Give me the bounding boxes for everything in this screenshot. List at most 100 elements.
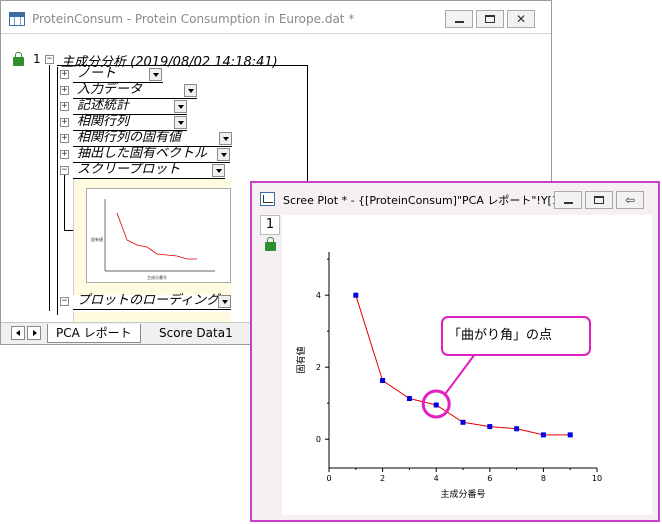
tab-scroll-right[interactable]	[27, 326, 41, 340]
expand-toggle[interactable]: +	[60, 117, 69, 127]
node-underline	[73, 178, 225, 179]
workbook-window-buttons: ✕	[445, 10, 535, 28]
collapse-toggle[interactable]: −	[45, 54, 54, 64]
node-dropdown[interactable]	[184, 84, 197, 97]
row-number: 1	[33, 52, 41, 66]
scree-plot-thumbnail[interactable]: 固有値 主成分番号	[86, 188, 231, 283]
y-tick-label: 0	[316, 435, 321, 444]
data-point	[433, 402, 439, 408]
tree-node-loading-plot[interactable]: プロットのローディング	[77, 293, 220, 308]
plot-maximize-button[interactable]	[585, 191, 613, 209]
node-dropdown[interactable]	[219, 132, 232, 145]
tree-root-label: 主成分分析 (2019/08/02 14:18:41)	[61, 55, 278, 70]
plot-titlebar[interactable]: Scree Plot * - {[ProteinConsum]"PCA レポート…	[252, 183, 658, 213]
x-tick-label: 8	[541, 474, 546, 483]
plot-restore-button[interactable]: ⇦	[616, 191, 644, 209]
node-underline	[73, 114, 187, 115]
expand-toggle[interactable]: −	[60, 296, 69, 306]
plot-window-title: Scree Plot * - {[ProteinConsum]"PCA レポート…	[283, 194, 574, 207]
data-point	[380, 378, 386, 384]
tree-node-input-data[interactable]: 入力データ	[77, 82, 143, 97]
elbow-highlight-circle	[421, 389, 451, 419]
svg-text:固有値: 固有値	[91, 236, 103, 242]
tree-connector	[307, 65, 308, 295]
y-axis-label: 固有値	[295, 346, 307, 373]
layer-1-tab[interactable]: 1	[260, 215, 280, 235]
expand-toggle[interactable]: +	[60, 69, 69, 79]
node-dropdown[interactable]	[217, 148, 230, 161]
close-icon: ✕	[515, 12, 527, 26]
tree-node-eigenvalues[interactable]: 相関行列の固有値	[77, 130, 182, 145]
tree-connector	[57, 67, 58, 315]
node-underline	[73, 130, 187, 131]
restore-icon: ⇦	[624, 193, 636, 207]
x-tick-label: 6	[487, 474, 492, 483]
node-dropdown[interactable]	[174, 100, 187, 113]
x-tick-label: 0	[326, 474, 331, 483]
node-dropdown[interactable]	[212, 164, 225, 177]
plot-window-buttons: ⇦	[554, 191, 644, 209]
tab-pca-report[interactable]: PCA レポート	[47, 324, 141, 343]
minimize-icon	[563, 201, 573, 204]
tree-node-correlation-matrix[interactable]: 相関行列	[77, 114, 130, 129]
minimize-icon	[454, 20, 464, 23]
workbook-window: ProteinConsum - Protein Consumption in E…	[0, 0, 552, 345]
minimize-button[interactable]	[445, 10, 473, 28]
expand-toggle[interactable]: +	[60, 85, 69, 95]
lock-icon	[13, 52, 24, 66]
report-tree: 1 − 主成分分析 (2019/08/02 14:18:41) + ノート + …	[1, 35, 551, 324]
maximize-button[interactable]	[476, 10, 504, 28]
node-underline	[73, 162, 230, 163]
expand-toggle[interactable]: +	[60, 101, 69, 111]
scree-plot-window: Scree Plot * - {[ProteinConsum]"PCA レポート…	[250, 181, 660, 522]
data-point	[567, 432, 573, 438]
collapse-toggle[interactable]: −	[60, 165, 69, 175]
tab-score-data1[interactable]: Score Data1	[159, 326, 233, 340]
tree-connector	[49, 65, 50, 311]
y-tick-label: 4	[316, 291, 321, 300]
x-axis-label: 主成分番号	[440, 488, 485, 500]
node-underline	[73, 98, 197, 99]
svg-text:主成分番号: 主成分番号	[147, 274, 167, 280]
thumbnail-chart: 固有値 主成分番号	[91, 199, 215, 280]
data-point	[460, 419, 466, 425]
x-tick-label: 4	[434, 474, 439, 483]
expand-toggle[interactable]: +	[60, 149, 69, 159]
x-tick-label: 2	[380, 474, 385, 483]
node-underline	[73, 309, 231, 310]
data-point	[540, 432, 546, 438]
data-point	[353, 292, 359, 298]
node-underline	[73, 82, 163, 83]
graph-window-icon	[260, 192, 275, 206]
tree-node-descriptive-stats[interactable]: 記述統計	[77, 98, 130, 113]
close-button[interactable]: ✕	[507, 10, 535, 28]
workbook-title: ProteinConsum - Protein Consumption in E…	[32, 12, 355, 26]
tree-connector	[64, 230, 74, 231]
tree-node-eigenvectors[interactable]: 抽出した固有ベクトル	[77, 146, 208, 161]
elbow-callout: 「曲がり角」の点	[441, 316, 591, 356]
maximize-icon	[594, 196, 604, 204]
data-point	[406, 396, 412, 402]
workbook-titlebar[interactable]: ProteinConsum - Protein Consumption in E…	[1, 1, 551, 34]
tree-node-scree-plot[interactable]: スクリープロット	[77, 162, 181, 177]
tree-node-notes[interactable]: ノート	[77, 66, 117, 81]
data-point	[514, 426, 520, 432]
plot-minimize-button[interactable]	[554, 191, 582, 209]
tab-scroll-left[interactable]	[11, 326, 25, 340]
callout-pointer	[444, 349, 479, 395]
expand-toggle[interactable]: +	[60, 133, 69, 143]
node-dropdown[interactable]	[174, 116, 187, 129]
maximize-icon	[485, 15, 495, 23]
workbook-icon	[9, 12, 25, 26]
y-tick-label: 2	[316, 363, 321, 372]
plot-lock-icon	[265, 237, 276, 251]
node-dropdown[interactable]	[218, 295, 231, 308]
tree-connector	[57, 65, 307, 66]
node-dropdown[interactable]	[149, 68, 162, 81]
tree-connector	[64, 175, 65, 230]
plot-page: 0 2 4 6 8 10 0 2 4 主成分番号 固有値	[282, 215, 652, 515]
x-tick-label: 10	[592, 474, 602, 483]
node-underline	[73, 146, 232, 147]
data-point	[487, 424, 493, 430]
